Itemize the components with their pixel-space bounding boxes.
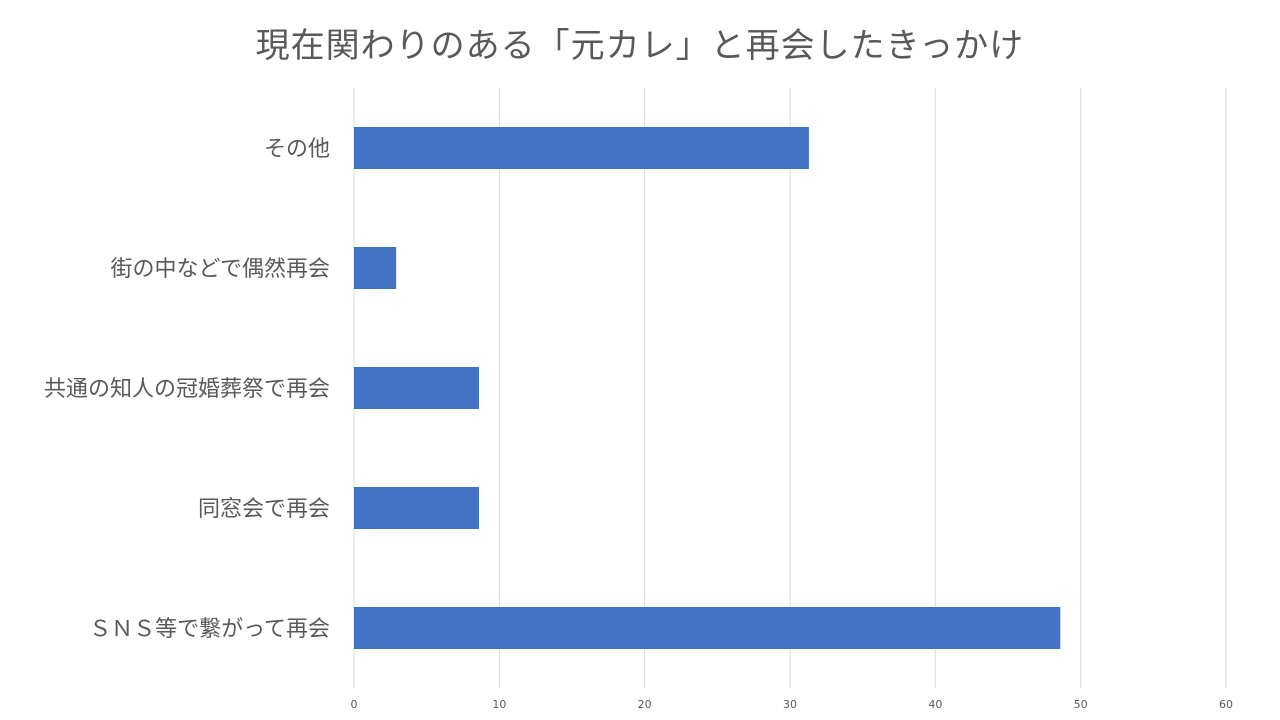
chart-title: 現在関わりのある「元カレ」と再会したきっかけ — [255, 26, 1025, 66]
bar — [354, 487, 479, 529]
bars — [354, 127, 1061, 649]
x-tick-label: 50 — [1074, 698, 1088, 711]
category-label: ＳＮＳ等で繋がって再会 — [89, 617, 330, 642]
gridlines — [353, 88, 1227, 688]
bar — [354, 247, 397, 289]
bar — [354, 607, 1061, 649]
x-tick-label: 60 — [1219, 698, 1233, 711]
x-tick-label: 30 — [783, 698, 797, 711]
category-label: その他 — [264, 137, 330, 162]
x-tick-label: 0 — [351, 698, 358, 711]
bar — [354, 127, 809, 169]
category-label: 共通の知人の冠婚葬祭で再会 — [44, 377, 330, 402]
x-tick-label: 20 — [638, 698, 652, 711]
bar — [354, 367, 479, 409]
x-tick-label: 10 — [492, 698, 506, 711]
x-axis-ticks: 0 10 20 30 40 50 60 — [351, 698, 1234, 711]
category-label: 街の中などで偶然再会 — [110, 257, 330, 282]
category-label: 同窓会で再会 — [198, 497, 330, 522]
x-tick-label: 40 — [928, 698, 942, 711]
